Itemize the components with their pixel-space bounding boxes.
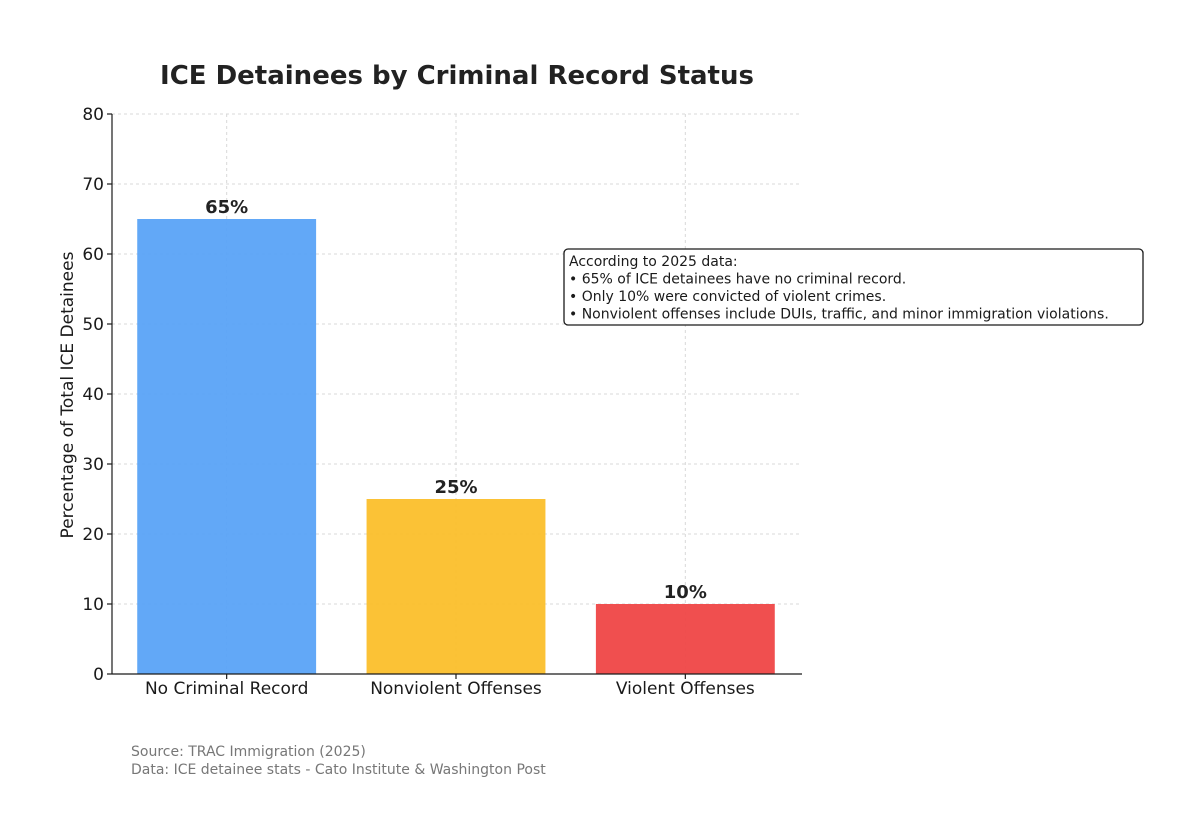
source-line-1: Data: ICE detainee stats - Cato Institut… [131,762,546,778]
annotation-line-0: According to 2025 data: [569,254,738,270]
annotation-frame [563,248,1144,326]
y-tick-label-2: 20 [82,525,104,545]
data-label-1: 25% [434,477,477,498]
bars [137,219,775,674]
bar-2 [595,604,775,674]
source-line-0: Source: TRAC Immigration (2025) [131,744,366,760]
source-notes: Source: TRAC Immigration (2025) Data: ICE… [131,744,546,778]
y-tick-label-4: 40 [82,385,104,405]
y-tick-label-5: 50 [82,315,104,335]
data-label-0: 65% [205,197,248,218]
x-tick-label-2: Violent Offenses [616,679,755,699]
x-tick-label-0: No Criminal Record [145,679,308,699]
bar-1 [366,499,546,674]
y-axis-title: Percentage of Total ICE Detainees [58,251,78,538]
x-tick-labels: No Criminal Record Nonviolent Offenses Vio… [145,674,755,699]
y-tick-label-7: 70 [82,175,104,195]
x-tick-label-1: Nonviolent Offenses [370,679,542,699]
annotation-line-3: • Nonviolent offenses include DUIs, traf… [569,307,1109,323]
data-labels: 65% 25% 10% [205,197,707,603]
chart-title: ICE Detainees by Criminal Record Status [160,61,754,91]
y-tick-label-1: 10 [82,595,104,615]
y-tick-labels: 0 10 20 30 40 50 60 70 80 [82,105,112,685]
y-tick-label-8: 80 [82,105,104,125]
data-label-2: 10% [664,582,707,603]
y-tick-label-3: 30 [82,455,104,475]
annotation-box: According to 2025 data: • 65% of ICE deta… [563,248,1144,326]
bar-0 [137,219,317,674]
annotation-line-1: • 65% of ICE detainees have no criminal … [569,272,906,288]
y-tick-label-0: 0 [93,665,104,685]
y-tick-label-6: 60 [82,245,104,265]
annotation-line-2: • Only 10% were convicted of violent cri… [569,289,886,305]
